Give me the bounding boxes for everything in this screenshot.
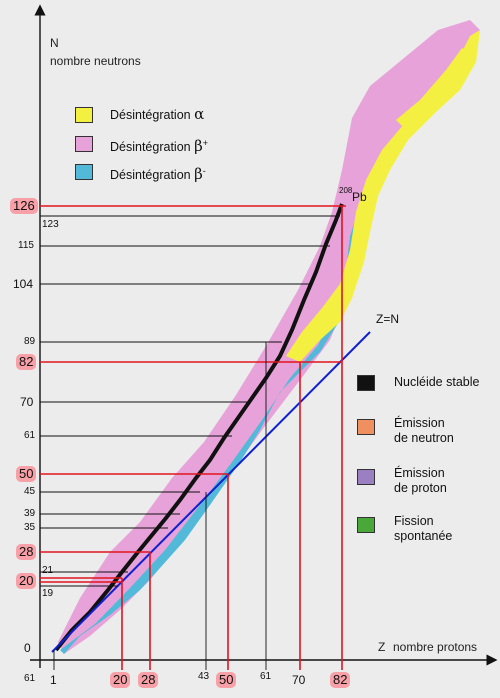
tick-n-104: 104 — [13, 277, 34, 291]
legend-proton-line1: Émission — [394, 466, 445, 480]
legend-beta-plus-sup: + — [202, 138, 209, 148]
magic-z-82: 82 — [330, 672, 351, 688]
legend-beta-minus-sup: - — [202, 166, 206, 176]
legend-beta-plus-symbol: β — [194, 137, 203, 156]
y-axis-title: nombre neutrons — [50, 54, 141, 68]
tick-n-19: 19 — [42, 588, 54, 599]
legend-alpha-swatch — [75, 107, 93, 123]
grid-lines-n — [40, 215, 340, 587]
legend-beta-minus-text: Désintégration — [110, 168, 191, 183]
nuclide-band — [58, 20, 480, 654]
legend-fission-line1: Fission — [394, 514, 434, 528]
legend-beta-plus-swatch — [75, 136, 93, 152]
tick-n-61: 61 — [24, 430, 36, 441]
legend-beta-minus-symbol: β — [194, 165, 203, 184]
legend-neutron-line2: de neutron — [394, 431, 454, 445]
pb-mass-number: 208 — [339, 186, 353, 195]
tick-z-1: 1 — [50, 673, 57, 687]
magic-n-28: 28 — [16, 544, 37, 560]
legend-neutron-swatch — [357, 419, 375, 435]
magic-n-126: 126 — [10, 198, 38, 214]
magic-lines-n — [40, 205, 346, 583]
tick-n-70: 70 — [20, 395, 34, 409]
magic-z-20: 20 — [110, 672, 131, 688]
legend-beta-plus-text: Désintégration — [110, 140, 191, 155]
legend-stable-label: Nucléide stable — [394, 375, 480, 389]
legend-fission-swatch — [357, 517, 375, 533]
tick-n-89: 89 — [24, 336, 36, 347]
stable-valley-alpha-tip — [396, 48, 470, 128]
tick-z-43: 43 — [198, 671, 210, 682]
magic-n-20: 20 — [16, 573, 37, 589]
tick-z-61: 61 — [260, 671, 272, 682]
magic-z-28: 28 — [138, 672, 159, 688]
legend-neutron-line1: Émission — [394, 416, 445, 430]
tick-n-0: 0 — [24, 641, 31, 655]
zn-label: Z=N — [376, 312, 400, 326]
magic-n-82: 82 — [16, 354, 37, 370]
legend-proton-swatch — [357, 469, 375, 485]
tick-n-39: 39 — [24, 508, 36, 519]
stable-nuclides — [54, 203, 344, 652]
legend-alpha-symbol: α — [194, 105, 205, 123]
tick-n-45: 45 — [24, 486, 36, 497]
legend-beta-plus-label: Désintégration β+ — [110, 136, 208, 154]
legend-alpha-text: Désintégration — [110, 108, 191, 122]
tick-z-70: 70 — [292, 673, 306, 687]
tick-n-21: 21 — [42, 565, 54, 576]
magic-z-50: 50 — [216, 672, 237, 688]
legend-proton-line2: de proton — [394, 481, 447, 495]
legend-alpha-label: Désintégration α — [110, 105, 205, 123]
alpha-region — [286, 30, 480, 362]
tick-n-115: 115 — [18, 240, 34, 251]
pb-symbol: Pb — [352, 190, 367, 204]
tick-n-35: 35 — [24, 522, 36, 533]
legend-stable-swatch — [357, 375, 375, 391]
legend-beta-minus-label: Désintégration β- — [110, 164, 206, 182]
tick-n-123: 123 — [42, 219, 59, 230]
y-axis-letter: N — [50, 36, 59, 50]
x-axis-letter: Z — [378, 640, 386, 654]
legend-beta-minus-swatch — [75, 164, 93, 180]
legend-fission-line2: spontanée — [394, 529, 453, 543]
magic-lines-z — [121, 206, 343, 670]
zn-line — [51, 331, 371, 653]
x-axis-title: nombre protons — [393, 640, 478, 654]
magic-n-50: 50 — [16, 466, 37, 482]
corner-label: 61 — [24, 673, 36, 684]
grid-lines-z — [53, 342, 267, 670]
